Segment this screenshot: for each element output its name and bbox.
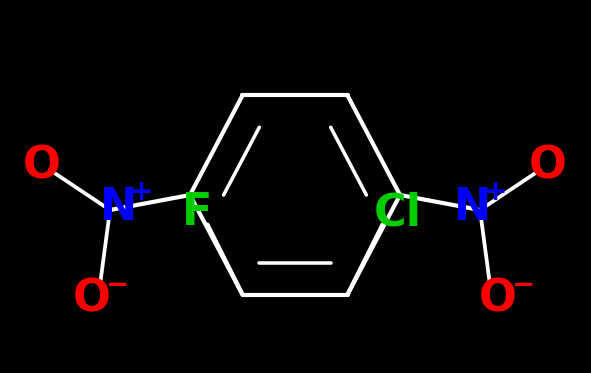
Text: +: +: [484, 178, 508, 206]
Text: +: +: [130, 178, 154, 206]
Text: O: O: [479, 278, 517, 320]
Text: −: −: [512, 271, 535, 299]
Text: −: −: [106, 271, 129, 299]
Text: O: O: [73, 278, 111, 320]
Text: F: F: [182, 191, 213, 234]
Text: O: O: [23, 144, 61, 188]
Text: Cl: Cl: [374, 191, 421, 234]
Text: N: N: [453, 186, 491, 229]
Text: N: N: [99, 186, 137, 229]
Text: O: O: [529, 144, 567, 188]
